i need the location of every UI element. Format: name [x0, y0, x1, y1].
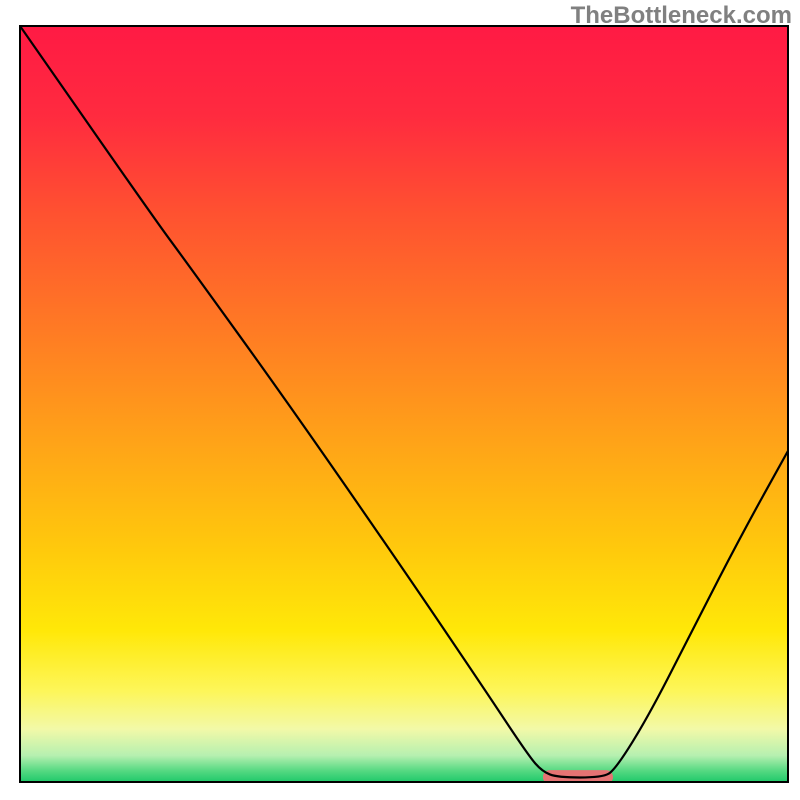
watermark: TheBottleneck.com: [571, 2, 792, 30]
chart-container: TheBottleneck.com: [0, 0, 800, 800]
bottleneck-chart: [0, 0, 800, 800]
